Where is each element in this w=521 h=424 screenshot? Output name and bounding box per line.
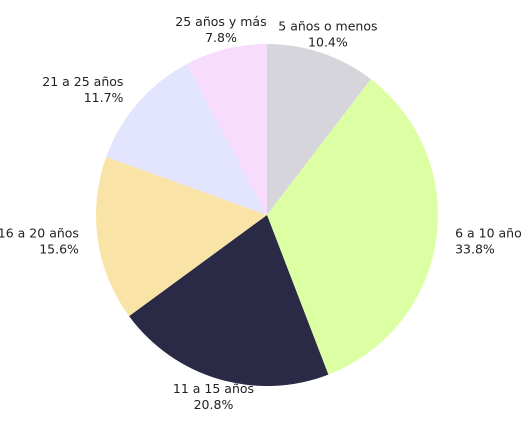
slice-value: 20.8% (194, 397, 234, 412)
pie-slice (267, 79, 439, 375)
pie-slice (96, 156, 267, 317)
slice-label: 11 a 15 años (173, 381, 254, 396)
slice-value: 7.8% (205, 30, 237, 45)
slice-label: 21 a 25 años (42, 74, 123, 89)
slice-value: 15.6% (39, 242, 79, 257)
pie-slice (267, 44, 371, 215)
pie-slice (186, 44, 267, 215)
slice-value: 11.7% (84, 90, 124, 105)
slice-value: 10.4% (308, 35, 348, 50)
pie-slice (106, 64, 267, 216)
slice-label: 5 años o menos (278, 19, 377, 34)
slice-label: 6 a 10 años (455, 226, 521, 241)
pie-slice (129, 215, 329, 387)
slice-label: 25 años y más (175, 14, 266, 29)
slice-value: 33.8% (455, 242, 495, 257)
slice-label: 16 a 20 años (0, 226, 79, 241)
